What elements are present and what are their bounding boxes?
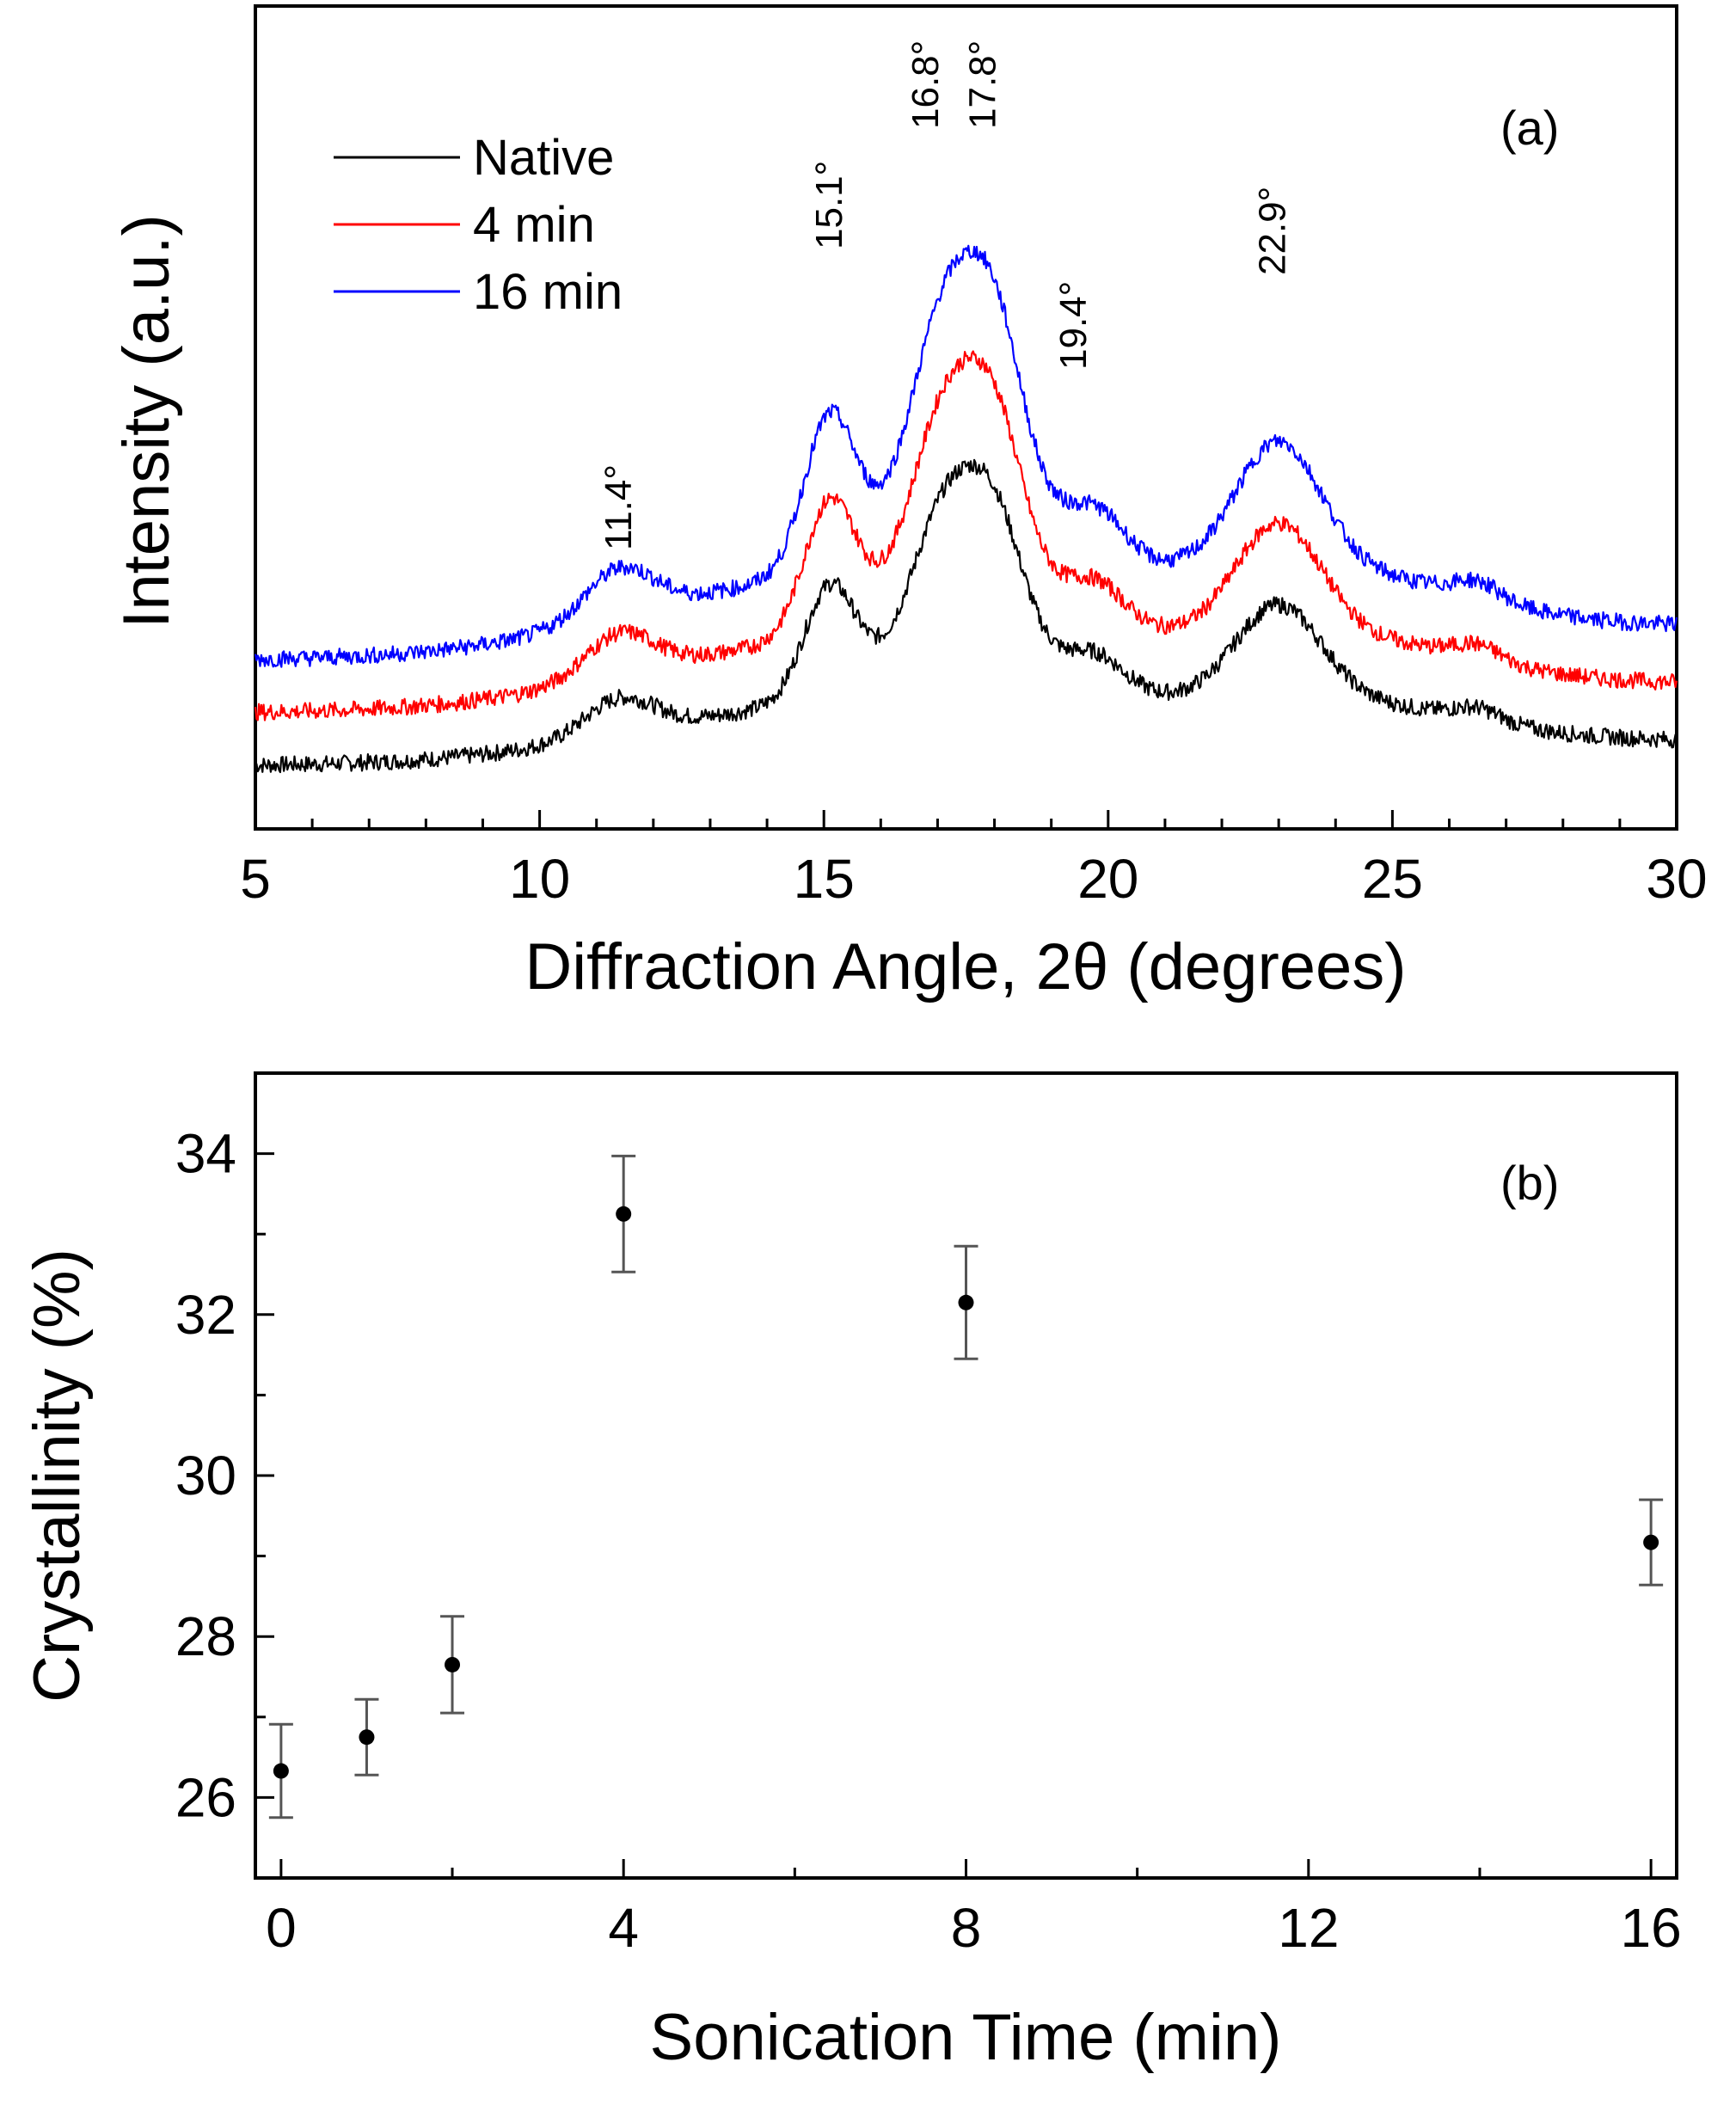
panel-b-x-tick-label: 8 bbox=[951, 1897, 982, 1959]
panel-b-plot-frame bbox=[254, 1071, 1678, 1880]
panel-b-data-point bbox=[273, 1763, 289, 1779]
panel-b-data-point bbox=[616, 1206, 632, 1222]
panel-a-peak-label: 15.1° bbox=[808, 161, 850, 249]
panel-b-y-axis-title: Crystallinity (%) bbox=[21, 1249, 94, 1703]
panel-a-legend-label: 16 min bbox=[473, 264, 623, 320]
panel-a-xrd-chart: 5 10 15 20 25 30 11.4° 15.1° 16.8° 17.8° 19.4° 22.… bbox=[110, 4, 1708, 1003]
panel-b-y-tick-label: 32 bbox=[175, 1284, 236, 1346]
panel-b-x-tick-label: 12 bbox=[1278, 1897, 1339, 1959]
panel-a-series-group bbox=[254, 244, 1678, 774]
panel-b-y-tick-label: 30 bbox=[175, 1445, 236, 1507]
panel-a-label: (a) bbox=[1500, 101, 1559, 155]
panel-b-crystallinity-chart: 0 4 8 12 16 26 28 30 32 34 (b) Sonication Time (… bbox=[21, 1071, 1682, 2074]
panel-b-y-tick-label: 34 bbox=[175, 1123, 236, 1185]
panel-b-x-tick-label: 16 bbox=[1621, 1897, 1682, 1959]
panel-a-peak-label: 22.9° bbox=[1252, 187, 1294, 275]
panel-a-x-tick-label: 15 bbox=[794, 848, 855, 910]
panel-a-peak-label: 19.4° bbox=[1052, 281, 1095, 370]
panel-b-x-tick-label: 0 bbox=[266, 1897, 297, 1959]
panel-a-x-tick-label: 30 bbox=[1646, 848, 1707, 910]
panel-b-x-tick-label: 4 bbox=[608, 1897, 639, 1959]
panel-a-peak-label: 16.8° bbox=[905, 40, 947, 129]
panel-a-x-tick-label: 10 bbox=[509, 848, 570, 910]
panel-a-peak-label: 17.8° bbox=[961, 40, 1003, 129]
panel-a-series-line bbox=[255, 458, 1678, 774]
panel-b-y-tick-label: 26 bbox=[175, 1766, 236, 1828]
panel-a-y-axis-title: Intensity (a.u.) bbox=[110, 214, 183, 629]
panel-a-legend-label: Native bbox=[473, 130, 614, 186]
panel-a-peak-labels: 11.4° 15.1° 16.8° 17.8° 19.4° 22.9° bbox=[598, 40, 1293, 550]
panel-a-x-tick-label: 25 bbox=[1362, 848, 1423, 910]
panel-b-data-point bbox=[1643, 1534, 1659, 1550]
panel-b-y-ticks: 26 28 30 32 34 bbox=[175, 1071, 274, 1880]
panel-a-x-ticks: 5 10 15 20 25 30 bbox=[240, 810, 1708, 910]
panel-a-peak-label: 11.4° bbox=[598, 464, 640, 550]
panel-a-series-line bbox=[254, 244, 1678, 668]
panel-a-legend: Native 4 min 16 min bbox=[334, 130, 623, 320]
panel-a-x-tick-label: 5 bbox=[240, 848, 271, 910]
panel-b-data-point bbox=[958, 1294, 974, 1310]
panel-a-plot-frame bbox=[254, 4, 1678, 831]
panel-a-x-tick-label: 20 bbox=[1077, 848, 1138, 910]
panel-b-data-point bbox=[445, 1656, 461, 1672]
panel-b-data-point bbox=[359, 1729, 375, 1746]
panel-a-legend-label: 4 min bbox=[473, 197, 595, 253]
panel-b-y-tick-label: 28 bbox=[175, 1605, 236, 1667]
panel-b-data-points bbox=[268, 1154, 1664, 1820]
panel-b-x-axis-title: Sonication Time (min) bbox=[650, 2001, 1282, 2074]
panel-a-x-axis-title: Diffraction Angle, 2θ (degrees) bbox=[524, 930, 1406, 1003]
panel-a-series-line bbox=[254, 350, 1678, 721]
panel-b-label: (b) bbox=[1500, 1156, 1559, 1210]
panel-b-x-ticks: 0 4 8 12 16 bbox=[266, 1859, 1682, 1959]
